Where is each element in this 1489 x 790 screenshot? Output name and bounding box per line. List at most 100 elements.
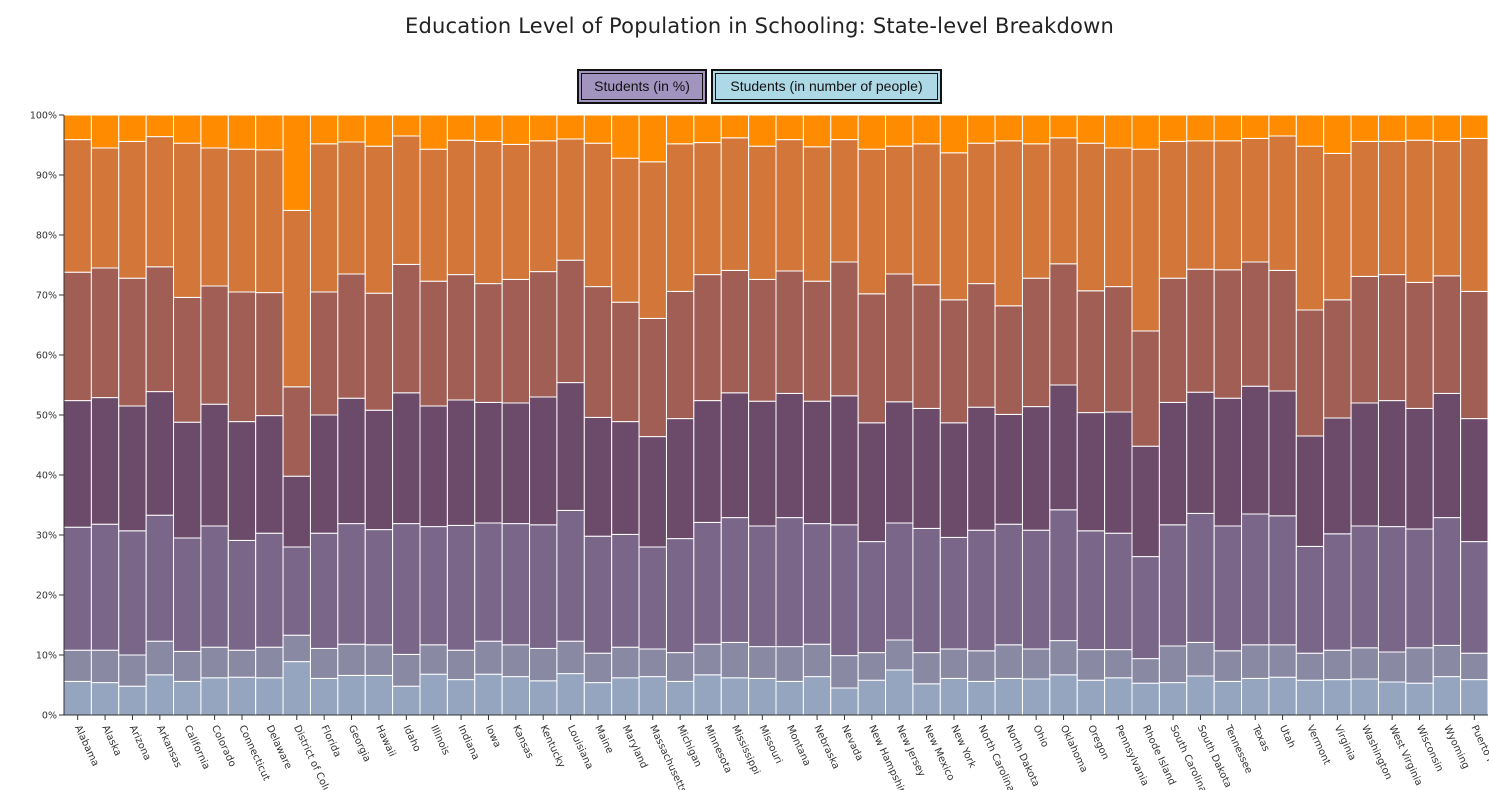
bar-segment (1241, 385, 1270, 515)
x-tick-label: Nebraska (811, 724, 841, 771)
bar-segment (1131, 445, 1160, 558)
bar-segment (529, 647, 558, 682)
bar-segment (885, 114, 914, 147)
students-number-button[interactable]: Students (in number of people) (711, 69, 942, 104)
bar-segment (1377, 651, 1407, 683)
x-tick-label: California (182, 724, 212, 772)
bar-segment (1350, 275, 1379, 404)
bar-segment (1241, 137, 1270, 263)
bar-segment (1076, 679, 1106, 716)
bar-segment (665, 538, 695, 654)
y-tick-label: 10% (36, 651, 57, 662)
bar-segment (1104, 147, 1133, 288)
bar-segment (282, 661, 311, 716)
bar-segment (1377, 114, 1407, 142)
bar-segment (1460, 652, 1489, 681)
bar-segment (1405, 682, 1434, 716)
bar-segment (474, 140, 503, 285)
y-tick-label: 30% (36, 531, 57, 542)
bar-segment (556, 640, 585, 675)
bar-segment (1104, 677, 1133, 716)
bar-segment (90, 267, 120, 399)
bar-segment (63, 649, 92, 682)
bar-segment (748, 677, 777, 716)
x-tick-label: Oklahoma (1058, 724, 1089, 775)
x-tick-label: New York (948, 724, 977, 770)
bar-segment (1241, 644, 1270, 679)
bar-segment (1377, 400, 1407, 528)
bar-segment (337, 397, 366, 525)
bar-segment (1377, 274, 1407, 402)
bar-segment (419, 644, 448, 675)
bar-segment (1213, 525, 1243, 652)
bar-segment (1377, 526, 1407, 653)
bar-segment (1158, 140, 1188, 279)
x-tick-label: Maine (592, 724, 615, 756)
bar-segment (227, 421, 257, 541)
bar-segment (994, 413, 1023, 525)
bar-segment (556, 259, 585, 384)
bar-segment (967, 529, 996, 652)
bar-segment (173, 142, 202, 298)
bar-segment (364, 644, 394, 676)
bar-segment (748, 114, 777, 147)
bar-segment (611, 114, 640, 159)
bar-segment (830, 655, 859, 689)
y-tick-label: 70% (36, 291, 57, 302)
bar-segment (1213, 397, 1243, 527)
bar-segment (611, 646, 640, 679)
bar-segment (1432, 140, 1462, 277)
bar-segment (1049, 114, 1078, 139)
bar-segment (337, 273, 366, 399)
x-tick-label: Florida (318, 724, 342, 759)
bar-segment (1158, 401, 1188, 526)
bar-segment (912, 143, 941, 286)
y-tick-label: 100% (30, 111, 57, 122)
bar-segment (556, 673, 585, 716)
bar-segment (1295, 114, 1325, 147)
bar-segment (118, 685, 147, 716)
bar-segment (145, 674, 175, 716)
bar-segment (1350, 678, 1379, 716)
bar-segment (90, 397, 120, 525)
bar-segment (611, 421, 640, 535)
bar-segment (1323, 299, 1352, 419)
bar-segment (1021, 529, 1051, 650)
bar-segment (419, 673, 448, 716)
x-tick-label: Virginia (1332, 724, 1358, 763)
x-tick-label: Minnesota (702, 724, 734, 775)
bar-segment (583, 535, 613, 654)
bar-segment (967, 650, 996, 682)
bar-segment (1405, 528, 1434, 649)
bar-segment (775, 646, 804, 682)
bar-segment (638, 676, 667, 716)
bar-segment (1405, 407, 1434, 530)
bar-segment (501, 644, 531, 678)
bar-segment (337, 643, 366, 676)
bar-segment (1432, 114, 1462, 142)
bar-segment (501, 114, 531, 145)
bar-segment (1295, 309, 1325, 437)
bar-segment (775, 114, 804, 141)
bar-segment (720, 269, 750, 394)
bar-segment (802, 400, 832, 525)
bar-segment (1405, 281, 1434, 409)
bar-segment (1460, 137, 1489, 292)
bar-segment (1076, 649, 1106, 681)
bar-segment (63, 271, 92, 402)
bar-segment (1268, 269, 1297, 392)
bar-segment (145, 114, 175, 138)
bar-segment (1241, 261, 1270, 387)
bar-segment (583, 142, 613, 288)
y-tick-label: 80% (36, 231, 57, 242)
bar-segment (939, 422, 969, 538)
bar-segment (200, 525, 229, 648)
bar-segment (693, 643, 722, 676)
bar-segment (583, 114, 613, 144)
x-tick-label: Tennessee (1222, 723, 1254, 776)
bar-segment (474, 640, 503, 675)
bar-segment (392, 135, 421, 265)
students-percent-button[interactable]: Students (in %) (577, 69, 707, 104)
bar-segment (1323, 533, 1352, 651)
